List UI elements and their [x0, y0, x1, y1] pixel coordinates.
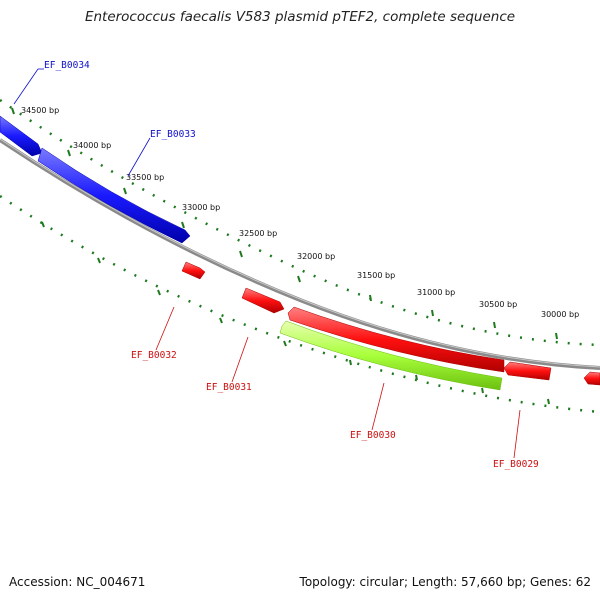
gene-label[interactable]: EF_B0029	[493, 459, 539, 470]
gene-ef-b0034[interactable]	[0, 115, 43, 157]
sequence-backbone	[0, 138, 600, 370]
gene-ef-b0029[interactable]	[503, 361, 552, 381]
bp-tick-label: 34000 bp	[73, 141, 111, 150]
accession-label: Accession: NC_004671	[9, 575, 146, 589]
gene-partial-right[interactable]	[583, 371, 600, 386]
bp-tick-label: 33500 bp	[126, 173, 164, 182]
bp-tick-label: 31000 bp	[417, 288, 455, 297]
bp-tick-label: 34500 bp	[21, 106, 59, 115]
map-title: Enterococcus faecalis V583 plasmid pTEF2…	[84, 9, 516, 25]
topology-summary: Topology: circular; Length: 57,660 bp; G…	[299, 575, 591, 589]
bp-tick-label: 32500 bp	[239, 229, 277, 238]
bp-tick-label: 32000 bp	[297, 252, 335, 261]
gene-ef-b0032[interactable]	[181, 261, 206, 280]
gene-ef-b0030[interactable]	[279, 320, 503, 391]
gene-ef-b0031[interactable]	[241, 287, 285, 314]
outer-major-ticks	[11, 107, 558, 340]
bp-tick-label: 33000 bp	[182, 203, 220, 212]
gene-label[interactable]: EF_B0030	[350, 430, 396, 441]
gene-label[interactable]: EF_B0032	[131, 350, 177, 361]
gene-ef-b0033[interactable]	[37, 147, 191, 244]
gene-ef-b0030-red[interactable]	[287, 306, 505, 373]
bp-tick-label: 31500 bp	[357, 271, 395, 280]
bp-tick-label: 30500 bp	[479, 300, 517, 309]
gene-label[interactable]: EF_B0031	[206, 382, 252, 393]
gene-leader-lines	[13, 68, 521, 459]
gene-label[interactable]: EF_B0033	[150, 129, 196, 140]
gene-label[interactable]: EF_B0034	[44, 60, 90, 71]
inner-major-ticks	[41, 221, 550, 405]
bp-tick-label: 30000 bp	[541, 310, 579, 319]
